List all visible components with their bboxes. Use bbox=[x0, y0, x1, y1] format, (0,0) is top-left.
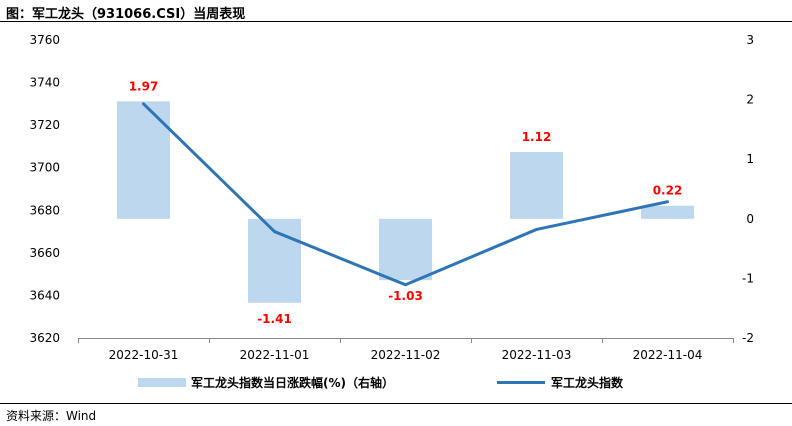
bar-data-label: 1.12 bbox=[522, 130, 552, 144]
y-left-tick-label: 3680 bbox=[29, 203, 60, 217]
y-left-tick-label: 3700 bbox=[29, 161, 60, 175]
index-line bbox=[142, 102, 669, 287]
chart-title: 图：军工龙头（931066.CSI）当周表现 bbox=[6, 7, 246, 22]
bar-daily-change bbox=[379, 218, 432, 281]
legend-label-line: 军工龙头指数 bbox=[551, 375, 624, 390]
bar-daily-change bbox=[641, 205, 694, 219]
y-left-tick-label: 3620 bbox=[29, 331, 60, 345]
y-left-tick-label: 3640 bbox=[29, 288, 60, 302]
x-tick-label: 2022-11-03 bbox=[502, 348, 572, 362]
legend-label-bar: 军工龙头指数当日涨跌幅(%)（右轴） bbox=[191, 375, 394, 390]
y-right-tick-label: 3 bbox=[746, 33, 754, 47]
title-divider bbox=[0, 21, 792, 22]
x-tick-label: 2022-10-31 bbox=[109, 348, 179, 362]
bar-data-label: -1.03 bbox=[388, 289, 423, 303]
y-left-tick-label: 3740 bbox=[29, 76, 60, 90]
y-left-tick-label: 3660 bbox=[29, 246, 60, 260]
y-left-tick-label: 3720 bbox=[29, 118, 60, 132]
source-note: 资料来源：Wind bbox=[6, 409, 97, 423]
y-right-tick-label: 0 bbox=[746, 212, 754, 226]
y-right-tick-label: 1 bbox=[746, 152, 754, 166]
bar-daily-change bbox=[510, 152, 563, 219]
footer-divider bbox=[0, 403, 792, 404]
x-tick-label: 2022-11-02 bbox=[371, 348, 441, 362]
y-right-tick-label: -2 bbox=[742, 331, 754, 345]
bar-data-label: 1.97 bbox=[129, 79, 159, 93]
y-right-tick-label: 2 bbox=[746, 93, 754, 107]
bar-daily-change bbox=[117, 101, 170, 219]
legend-swatch-bar bbox=[138, 378, 186, 387]
bar-data-label: 0.22 bbox=[653, 184, 683, 198]
x-tick-label: 2022-11-01 bbox=[240, 348, 310, 362]
y-left-tick-label: 3760 bbox=[29, 33, 60, 47]
y-right-tick-label: -1 bbox=[742, 271, 754, 285]
bar-data-label: -1.41 bbox=[257, 312, 292, 326]
x-tick-label: 2022-11-04 bbox=[633, 348, 703, 362]
